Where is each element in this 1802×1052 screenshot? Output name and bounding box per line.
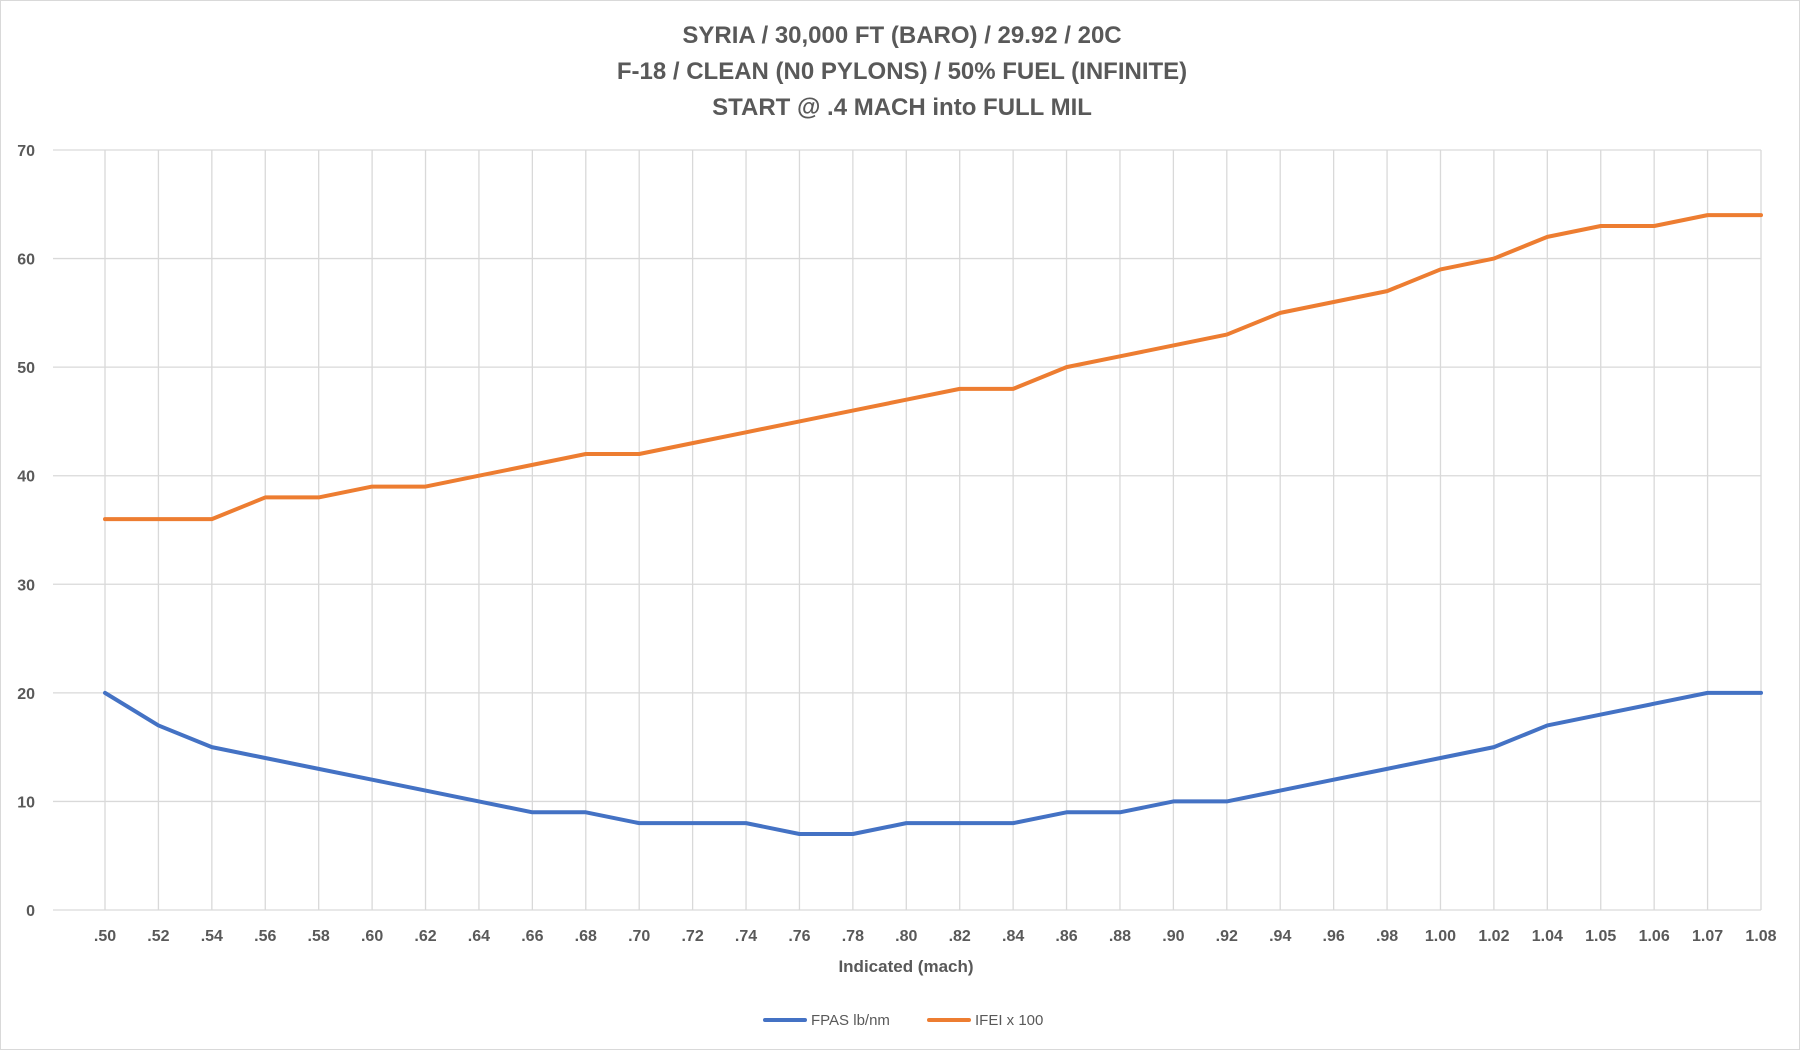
x-tick-label: .80	[895, 928, 917, 945]
y-tick-label: 40	[17, 469, 35, 486]
x-tick-label: .66	[521, 928, 543, 945]
x-tick-label: 1.02	[1478, 928, 1509, 945]
y-tick-label: 0	[26, 903, 35, 920]
y-tick-label: 10	[17, 794, 35, 811]
x-tick-label: 1.00	[1425, 928, 1456, 945]
x-axis-title: Indicated (mach)	[838, 957, 973, 976]
y-tick-label: 60	[17, 252, 35, 269]
series-line-1	[103, 690, 1763, 836]
x-tick-label: .60	[361, 928, 383, 945]
y-axis-ticks: 0 10 20 30 40 50 60 70	[17, 143, 35, 920]
y-tick-label: 50	[17, 360, 35, 377]
x-tick-label: .70	[628, 928, 650, 945]
x-tick-label: 1.08	[1745, 928, 1776, 945]
legend-label-1: FPAS lb/nm	[811, 1012, 890, 1029]
x-tick-label: .90	[1162, 928, 1184, 945]
y-tick-label: 30	[17, 577, 35, 594]
x-tick-label: .98	[1376, 928, 1398, 945]
x-tick-label: .76	[788, 928, 810, 945]
x-tick-label: .72	[681, 928, 703, 945]
x-tick-label: .88	[1109, 928, 1131, 945]
x-tick-label: .74	[735, 928, 757, 945]
x-tick-label: 1.04	[1532, 928, 1563, 945]
legend-label-2: IFEI x 100	[975, 1012, 1043, 1029]
x-tick-label: 1.06	[1639, 928, 1670, 945]
chart-title-line-3: START @ .4 MACH into FULL MIL	[712, 94, 1092, 121]
x-tick-label: 1.05	[1585, 928, 1616, 945]
x-tick-label: .92	[1216, 928, 1238, 945]
x-axis-ticks: .50 .52 .54 .56 .58 .60 .62 .64 .66 .68 .70 .72 .74.…	[94, 928, 1777, 945]
chart-title: SYRIA / 30,000 FT (BARO) / 29.92 / 20C F…	[617, 22, 1187, 121]
x-tick-label: 1.07	[1692, 928, 1723, 945]
legend: FPAS lb/nm IFEI x 100	[763, 1012, 1043, 1029]
y-tick-label: 20	[17, 686, 35, 703]
x-tick-label: .68	[575, 928, 597, 945]
x-tick-label: .78	[842, 928, 864, 945]
x-tick-label: .82	[949, 928, 971, 945]
x-tick-label: .96	[1323, 928, 1345, 945]
x-tick-label: .86	[1055, 928, 1077, 945]
series-line-2	[103, 213, 1763, 522]
x-tick-label: .52	[147, 928, 169, 945]
chart-title-line-2: F-18 / CLEAN (N0 PYLONS) / 50% FUEL (INF…	[617, 58, 1187, 85]
y-tick-label: 70	[17, 143, 35, 160]
x-tick-label: .62	[414, 928, 436, 945]
gridlines	[53, 149, 1762, 911]
x-tick-label: .54	[201, 928, 223, 945]
x-tick-label: .64	[468, 928, 490, 945]
x-tick-label: .94	[1269, 928, 1291, 945]
series-lines	[103, 213, 1763, 836]
x-tick-label: .50	[94, 928, 116, 945]
x-tick-label: .56	[254, 928, 276, 945]
x-tick-label: .58	[308, 928, 330, 945]
x-tick-label: .84	[1002, 928, 1024, 945]
chart-title-line-1: SYRIA / 30,000 FT (BARO) / 29.92 / 20C	[682, 22, 1121, 49]
